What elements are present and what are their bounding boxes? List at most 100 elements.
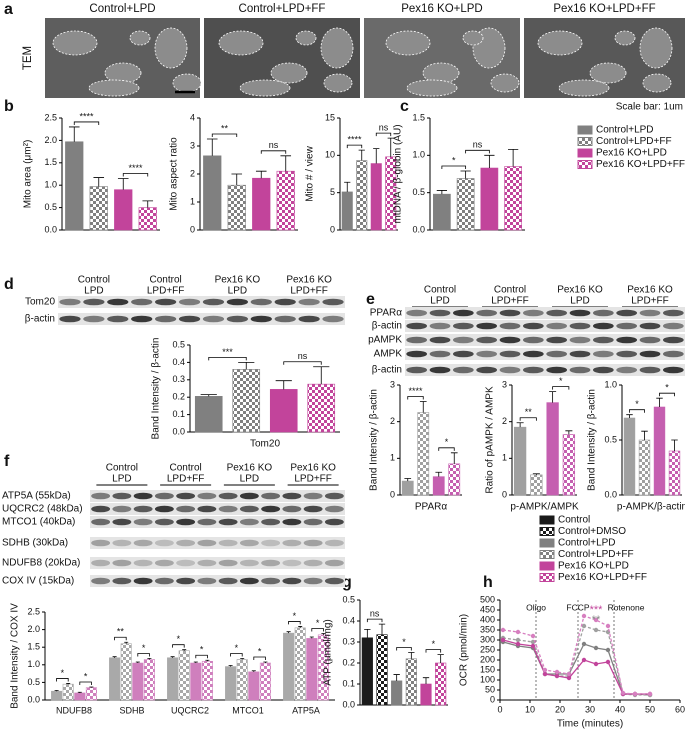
blot-band [112,505,132,513]
sig-label: ns [379,123,389,133]
blot-band [546,350,568,358]
mitochondrion [537,30,583,56]
blot-band [59,315,81,323]
blot-band [616,336,638,344]
y-tick-label: 2 [390,416,395,426]
blot-band [303,518,323,526]
series-point [542,667,548,673]
blot-band [261,505,281,513]
lane-label: Control [494,285,526,296]
error-bar [626,414,633,418]
scale-note: Scale bar: 1um [616,102,683,113]
error-bar [182,649,187,651]
blot-band [546,366,568,374]
blot-band [639,336,661,344]
y-tick-label: 4 [190,112,195,122]
sig-bracket [172,644,185,648]
sig-label: ns [370,609,380,619]
blot-band [261,577,281,585]
blot-band [261,518,281,526]
blot-band [178,298,201,306]
bar [62,683,74,701]
error-bar [422,677,430,684]
bar [109,657,121,701]
y-tick-label: 2 [502,416,507,426]
sig-bracket [438,447,455,451]
y-tick-label: 0.1 [172,409,185,419]
sig-label: * [445,437,449,447]
bar [89,186,108,231]
error-bar [206,138,218,156]
blot-band [429,322,451,330]
sig-label: ns [269,140,279,150]
error-bar [89,686,94,688]
lane-label: Pex16 KO [627,285,673,296]
x-tick-label: MTCO1 [232,705,264,715]
lane-label: LPD [240,474,259,485]
series-point [554,669,560,675]
series-point [530,633,536,639]
lane-label: Pex16 KO [557,285,603,296]
y-tick-label: 200 [480,654,495,664]
blot-band [202,315,225,323]
y-tick-label: 1.5 [412,112,425,122]
blot-band [226,298,249,306]
blot-band [569,309,591,317]
blot-band [298,298,320,306]
bar [432,476,445,496]
blot-band [218,492,238,500]
y-tick-label: 0.5 [27,677,40,687]
error-bar [251,670,256,672]
error-bar [321,633,326,635]
mitochondrion [295,30,317,46]
blot-band [176,559,196,567]
sig-label: * [293,611,297,621]
blot-band [406,350,428,358]
error-bar [419,401,427,413]
sig-label: **** [128,163,143,173]
bar [391,680,403,706]
bar [203,155,222,231]
lane-label: Pex16 KO [290,463,336,474]
y-axis-label: Mito area (μm²) [23,140,34,209]
bar [448,463,461,496]
blot-band [154,539,174,547]
y-tick-label: 0.5 [44,202,57,212]
legend-swatch [577,125,593,135]
blot-band [218,539,238,547]
panel-letter: a [4,1,13,18]
legend-swatch [577,137,593,146]
bar [259,662,271,701]
blot-row-label: Tom20 [25,297,55,308]
panel-letter: d [4,276,14,293]
blot-band [178,315,201,323]
y-tick-label: 1.0 [412,150,425,160]
lane-label: LPD [84,286,103,297]
bar [138,207,157,231]
blot-band [662,336,684,344]
blot-band [324,518,344,526]
blot-band [406,309,428,317]
blot-band [592,336,614,344]
lane-label: LPD+FF [147,286,185,297]
bar [435,662,447,706]
sig-bracket [79,681,92,685]
sig-bracket [56,678,69,682]
bar [530,474,543,496]
bar [178,650,190,701]
mitochondrion [172,73,202,93]
error-bar [147,658,152,660]
bar [370,163,382,231]
sig-bracket [73,121,100,125]
blot-band [499,350,521,358]
blot-band [546,309,568,317]
sig-bracket [230,653,243,657]
legend-label: Control+LPD+FF [558,549,634,560]
y-tick-label: 1 [390,453,395,463]
y-tick-label: 1 [190,196,195,206]
bar [504,166,522,231]
bar [51,690,63,701]
sig-bracket [114,636,127,641]
sig-label: * [665,383,669,393]
blot-band [282,492,302,500]
